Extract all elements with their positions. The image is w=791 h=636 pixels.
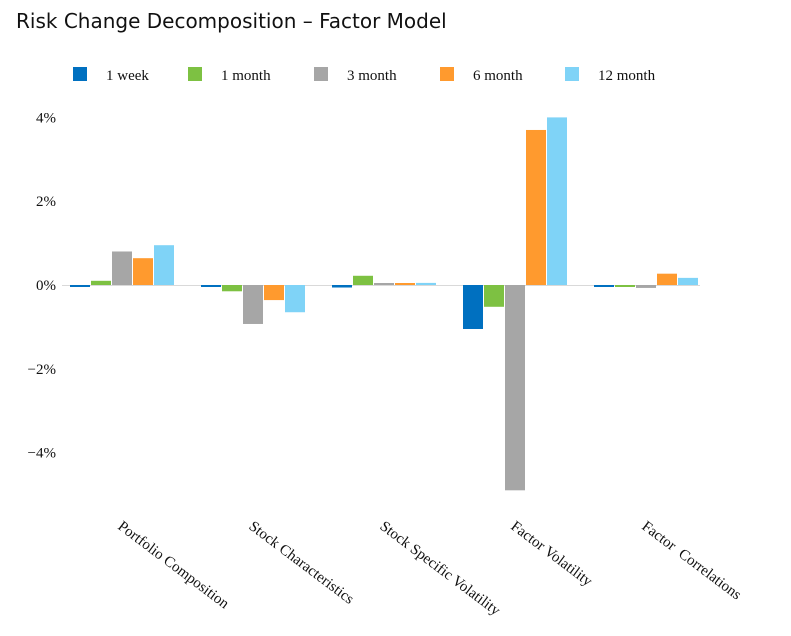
legend-swatch-12-month	[565, 67, 579, 81]
legend-swatch-6-month	[440, 67, 454, 81]
bar-factor-volatility-6-month	[526, 129, 546, 285]
bar-stock-specific-volatility-1-month	[353, 275, 373, 285]
legend-label-1-week: 1 week	[106, 68, 149, 84]
legend-label-12-month: 12 month	[598, 68, 656, 84]
y-tick-label: −4%	[28, 446, 56, 462]
y-tick-label: 4%	[36, 110, 56, 126]
bars	[70, 117, 698, 491]
legend-swatch-1-week	[73, 67, 87, 81]
bar-stock-characteristics-3-month	[243, 285, 263, 324]
bar-stock-specific-volatility-1-week	[332, 285, 352, 288]
legend-swatch-1-month	[188, 67, 202, 81]
chart-title: Risk Change Decomposition – Factor Model	[16, 9, 447, 33]
legend-label-6-month: 6 month	[473, 68, 523, 84]
legend-swatch-3-month	[314, 67, 328, 81]
bar-factor-correlations-1-week	[594, 285, 614, 287]
bar-factor-volatility-1-week	[463, 285, 483, 329]
bar-stock-characteristics-12-month	[285, 285, 305, 313]
bar-factor-volatility-1-month	[484, 285, 504, 307]
bar-portfolio-composition-12-month	[154, 245, 174, 285]
bar-stock-characteristics-6-month	[264, 285, 284, 301]
bar-factor-correlations-12-month	[678, 277, 698, 285]
bar-factor-correlations-3-month	[636, 285, 656, 288]
bar-stock-characteristics-1-week	[201, 285, 221, 287]
y-tick-label: −2%	[28, 362, 56, 378]
bar-factor-correlations-6-month	[657, 273, 677, 285]
bar-stock-characteristics-1-month	[222, 285, 242, 292]
y-axis-ticks: 4% 2% 0% −2% −4%	[28, 110, 56, 461]
legend-label-1-month: 1 month	[221, 68, 271, 84]
bar-portfolio-composition-1-month	[91, 280, 111, 285]
bar-factor-volatility-12-month	[547, 117, 567, 286]
bar-portfolio-composition-6-month	[133, 258, 153, 285]
legend-label-3-month: 3 month	[347, 68, 397, 84]
y-tick-label: 0%	[36, 278, 56, 294]
bar-stock-specific-volatility-6-month	[395, 283, 415, 285]
bar-portfolio-composition-3-month	[112, 251, 132, 285]
bar-factor-volatility-3-month	[505, 285, 525, 491]
bar-factor-correlations-1-month	[615, 285, 635, 287]
bar-stock-specific-volatility-3-month	[374, 283, 394, 285]
legend: 1 week 1 month 3 month 6 month 12 month	[73, 67, 656, 84]
y-tick-label: 2%	[36, 194, 56, 210]
bar-stock-specific-volatility-12-month	[416, 282, 436, 285]
bar-portfolio-composition-1-week	[70, 285, 90, 287]
